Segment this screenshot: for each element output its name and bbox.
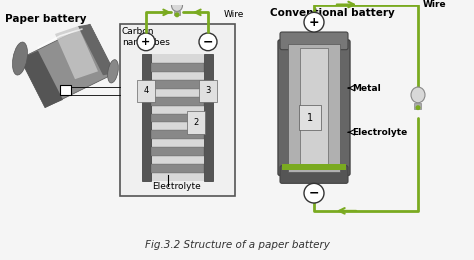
FancyBboxPatch shape bbox=[142, 54, 151, 181]
Ellipse shape bbox=[172, 0, 182, 11]
Circle shape bbox=[304, 12, 324, 32]
Text: Paper battery: Paper battery bbox=[5, 14, 86, 24]
FancyBboxPatch shape bbox=[174, 11, 180, 15]
Polygon shape bbox=[20, 24, 115, 108]
FancyBboxPatch shape bbox=[288, 44, 340, 172]
Text: Wire: Wire bbox=[423, 0, 447, 9]
Text: 3: 3 bbox=[205, 87, 210, 95]
Ellipse shape bbox=[12, 42, 27, 75]
FancyBboxPatch shape bbox=[60, 85, 71, 95]
FancyBboxPatch shape bbox=[151, 97, 204, 106]
Text: −: − bbox=[203, 35, 213, 48]
FancyBboxPatch shape bbox=[120, 24, 235, 196]
FancyBboxPatch shape bbox=[280, 32, 348, 50]
Text: Electrolyte: Electrolyte bbox=[352, 128, 407, 137]
Circle shape bbox=[304, 183, 324, 203]
FancyBboxPatch shape bbox=[300, 48, 328, 168]
Polygon shape bbox=[78, 24, 115, 75]
Text: Fig.3.2 Structure of a paper battery: Fig.3.2 Structure of a paper battery bbox=[145, 240, 329, 250]
Polygon shape bbox=[55, 26, 98, 79]
FancyBboxPatch shape bbox=[280, 166, 348, 183]
Text: 4: 4 bbox=[143, 87, 149, 95]
Text: Conventional battery: Conventional battery bbox=[270, 8, 395, 18]
Ellipse shape bbox=[411, 87, 425, 103]
FancyBboxPatch shape bbox=[151, 130, 204, 139]
Text: Electrolyte: Electrolyte bbox=[152, 182, 201, 191]
Circle shape bbox=[199, 33, 217, 51]
FancyBboxPatch shape bbox=[278, 40, 350, 176]
Text: Wire: Wire bbox=[224, 10, 245, 19]
FancyBboxPatch shape bbox=[151, 147, 204, 156]
Text: Metal: Metal bbox=[352, 83, 381, 93]
Ellipse shape bbox=[108, 60, 118, 83]
Text: +: + bbox=[141, 37, 151, 47]
FancyBboxPatch shape bbox=[151, 63, 204, 72]
Circle shape bbox=[174, 12, 180, 17]
FancyBboxPatch shape bbox=[282, 164, 346, 170]
Circle shape bbox=[137, 33, 155, 51]
FancyBboxPatch shape bbox=[151, 114, 204, 122]
FancyBboxPatch shape bbox=[414, 103, 421, 109]
Text: −: − bbox=[309, 187, 319, 200]
FancyBboxPatch shape bbox=[151, 54, 204, 181]
Text: Carbon
nanotubes: Carbon nanotubes bbox=[122, 27, 170, 47]
Text: +: + bbox=[309, 16, 319, 29]
Text: 2: 2 bbox=[193, 118, 199, 127]
Polygon shape bbox=[20, 51, 63, 108]
FancyBboxPatch shape bbox=[151, 80, 204, 89]
FancyBboxPatch shape bbox=[151, 164, 204, 173]
Text: 1: 1 bbox=[307, 113, 313, 122]
FancyBboxPatch shape bbox=[204, 54, 213, 181]
Circle shape bbox=[416, 105, 420, 110]
